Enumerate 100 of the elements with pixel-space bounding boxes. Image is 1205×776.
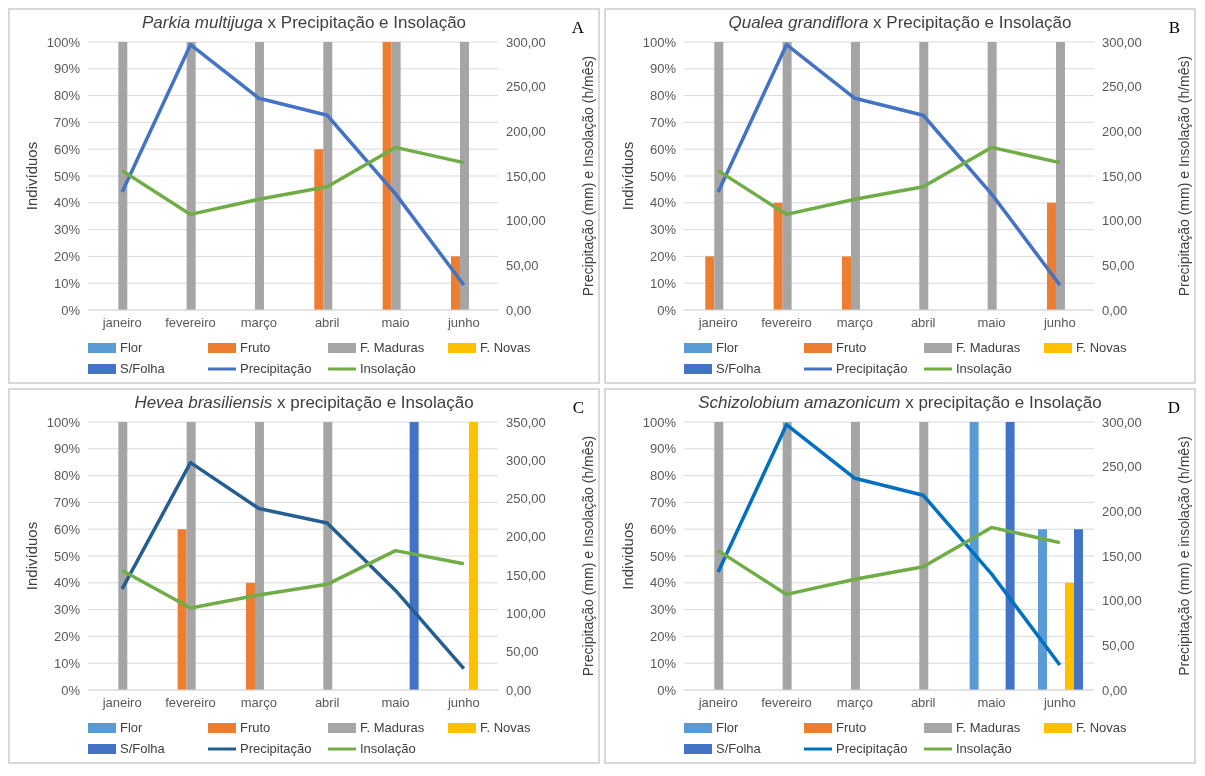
y2-tick-label: 100,00	[506, 213, 546, 229]
y-tick-label: 100%	[46, 34, 81, 50]
x-tick-label: fevereiro	[761, 695, 812, 711]
y-tick-label: 70%	[649, 495, 677, 511]
y-tick-label: 40%	[53, 195, 81, 211]
y-tick-label: 0%	[61, 302, 81, 318]
legend-label: F. Novas	[480, 340, 531, 355]
x-tick-label: maio	[381, 695, 410, 711]
y2-axis-title: Precipitação (mm) e insolação (h/mês)	[1175, 436, 1192, 676]
legend-label: Precipitação	[240, 741, 312, 756]
y-axis-title: Indivíduos	[23, 521, 41, 591]
bar	[782, 42, 792, 310]
y-tick-label: 60%	[53, 141, 81, 157]
y2-tick-label: 0,00	[1102, 302, 1128, 318]
y2-tick-label: 0,00	[1102, 682, 1128, 698]
y-tick-label: 100%	[46, 414, 81, 430]
legend-label: F. Maduras	[956, 720, 1021, 735]
y2-tick-label: 50,00	[1102, 637, 1135, 653]
x-tick-label: abril	[314, 695, 340, 711]
y2-tick-label: 100,00	[1102, 213, 1142, 229]
bar	[314, 149, 324, 310]
y2-axis-title: Precipitação (mm) e Insolação (h/mês)	[579, 435, 596, 677]
y2-tick-label: 250,00	[1102, 79, 1142, 95]
legend-label: F. Novas	[480, 720, 531, 735]
y-tick-label: 70%	[53, 115, 81, 131]
y-tick-label: 60%	[649, 521, 677, 537]
y-tick-label: 100%	[642, 34, 677, 50]
line-series	[716, 422, 1062, 667]
y2-tick-label: 150,00	[1102, 548, 1142, 564]
bar	[459, 42, 469, 310]
y2-axis-title: Precipitação (mm) e Insolação (h/mês)	[1175, 55, 1192, 297]
y2-tick-label: 200,00	[1102, 503, 1142, 519]
y2-tick-label: 100,00	[506, 606, 546, 622]
y2-tick-label: 0,00	[506, 682, 532, 698]
y2-tick-label: 50,00	[506, 644, 539, 660]
x-tick-label: junho	[446, 315, 480, 331]
bar	[323, 42, 333, 310]
legend-label: F. Novas	[1076, 340, 1127, 355]
bar	[714, 422, 724, 690]
y-tick-label: 20%	[649, 629, 677, 645]
x-tick-label: junho	[1042, 695, 1076, 711]
y-tick-label: 90%	[53, 441, 81, 457]
bar	[254, 42, 264, 310]
legend-label: Insolação	[956, 741, 1012, 756]
line-series	[120, 460, 466, 671]
y-tick-label: 0%	[657, 302, 677, 318]
x-tick-label: abril	[314, 315, 340, 331]
y-tick-label: 70%	[649, 115, 677, 131]
text: D	[1167, 398, 1180, 418]
y-tick-label: 0%	[657, 682, 677, 698]
y-tick-label: 10%	[53, 275, 81, 291]
x-tick-label: fevereiro	[165, 315, 216, 331]
legend-label: S/Folha	[120, 741, 165, 756]
legend-label: Fruto	[836, 340, 867, 355]
y-tick-label: 10%	[649, 275, 677, 291]
y-tick-label: 30%	[53, 222, 81, 238]
y-tick-label: 50%	[649, 168, 677, 184]
x-tick-label: fevereiro	[165, 695, 216, 711]
bar	[850, 422, 860, 690]
y-tick-label: 40%	[649, 195, 677, 211]
bar	[1005, 422, 1015, 690]
legend-label: F. Maduras	[360, 340, 425, 355]
text: B	[1168, 18, 1180, 38]
chart-title: Qualea grandiflora x Precipitação e Insolação	[728, 13, 1072, 32]
bar	[382, 42, 392, 310]
bar	[254, 422, 264, 690]
bar	[773, 202, 783, 310]
bar	[118, 422, 128, 690]
x-tick-label: janeiro	[697, 315, 738, 331]
y-tick-label: 30%	[649, 222, 677, 238]
bar	[391, 42, 401, 310]
legend-label: Fruto	[240, 340, 271, 355]
bar	[323, 422, 333, 690]
y2-tick-label: 50,00	[1102, 257, 1135, 273]
y2-tick-label: 200,00	[1102, 123, 1142, 139]
line-series	[716, 525, 1062, 597]
y2-axis-title: Precipitação (mm) e Insolação (h/mês)	[579, 55, 596, 297]
x-tick-label: janeiro	[697, 695, 738, 711]
x-tick-label: junho	[446, 695, 480, 711]
chart-title: Schizolobium amazonicum x precipitação e Insolação	[698, 393, 1102, 412]
legend-label: Insolação	[956, 361, 1012, 376]
legend-label: Flor	[716, 340, 739, 355]
bar	[245, 582, 255, 690]
bar	[1064, 582, 1074, 690]
chart-title: Hevea brasiliensis x precipitação e Insolação	[134, 393, 474, 412]
bar	[177, 529, 187, 690]
y-tick-label: 30%	[649, 602, 677, 618]
y-tick-label: 80%	[649, 468, 677, 484]
line-series	[120, 548, 466, 610]
legend-label: S/Folha	[120, 361, 165, 376]
legend-label: Fruto	[836, 720, 867, 735]
y-tick-label: 30%	[53, 602, 81, 618]
y2-tick-label: 200,00	[506, 123, 546, 139]
x-tick-label: março	[240, 695, 277, 711]
y-tick-label: 50%	[53, 168, 81, 184]
bar	[919, 42, 929, 310]
bar	[987, 42, 997, 310]
y-tick-label: 0%	[61, 682, 81, 698]
y-tick-label: 20%	[649, 249, 677, 265]
legend-label: F. Maduras	[956, 340, 1021, 355]
